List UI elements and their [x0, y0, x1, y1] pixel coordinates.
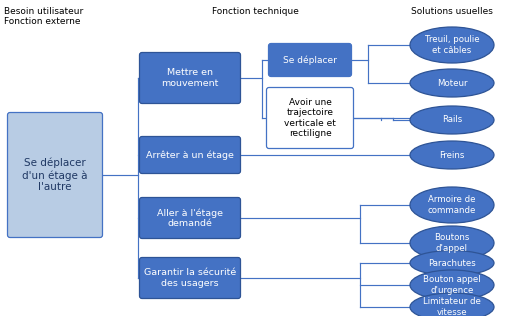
FancyBboxPatch shape [268, 44, 352, 76]
Text: Bouton appel
d'urgence: Bouton appel d'urgence [423, 275, 481, 295]
Text: Besoin utilisateur
Fonction externe: Besoin utilisateur Fonction externe [4, 7, 83, 27]
Ellipse shape [410, 141, 494, 169]
Text: Arrêter à un étage: Arrêter à un étage [146, 150, 234, 160]
Ellipse shape [410, 69, 494, 97]
FancyBboxPatch shape [140, 137, 240, 173]
FancyBboxPatch shape [140, 258, 240, 299]
FancyBboxPatch shape [140, 198, 240, 239]
Text: Treuil, poulie
et câbles: Treuil, poulie et câbles [424, 35, 479, 55]
Text: Freins: Freins [439, 150, 465, 160]
Text: Garantir la sécurité
des usagers: Garantir la sécurité des usagers [144, 268, 236, 288]
Ellipse shape [410, 270, 494, 300]
Ellipse shape [410, 226, 494, 260]
Text: Parachutes: Parachutes [428, 258, 476, 268]
Text: Aller à l'étage
demandé: Aller à l'étage demandé [157, 208, 223, 228]
Text: Se déplacer: Se déplacer [283, 55, 337, 65]
Text: Se déplacer
d'un étage à
l'autre: Se déplacer d'un étage à l'autre [22, 158, 88, 192]
FancyBboxPatch shape [8, 112, 102, 238]
FancyBboxPatch shape [266, 88, 354, 149]
Ellipse shape [410, 106, 494, 134]
Text: Avoir une
trajectoire
verticale et
rectiligne: Avoir une trajectoire verticale et recti… [284, 98, 336, 138]
Text: Fonction technique: Fonction technique [211, 7, 298, 16]
Text: Boutons
d'appel: Boutons d'appel [434, 233, 469, 253]
Text: Rails: Rails [442, 116, 462, 125]
Ellipse shape [410, 251, 494, 276]
Ellipse shape [410, 27, 494, 63]
FancyBboxPatch shape [140, 52, 240, 104]
Text: Limitateur de
vitesse: Limitateur de vitesse [423, 297, 481, 316]
Text: Solutions usuelles: Solutions usuelles [411, 7, 493, 16]
Text: Mettre en
mouvement: Mettre en mouvement [161, 68, 219, 88]
Text: Moteur: Moteur [437, 78, 467, 88]
Ellipse shape [410, 293, 494, 316]
Text: Armoire de
commande: Armoire de commande [428, 195, 476, 215]
Ellipse shape [410, 187, 494, 223]
